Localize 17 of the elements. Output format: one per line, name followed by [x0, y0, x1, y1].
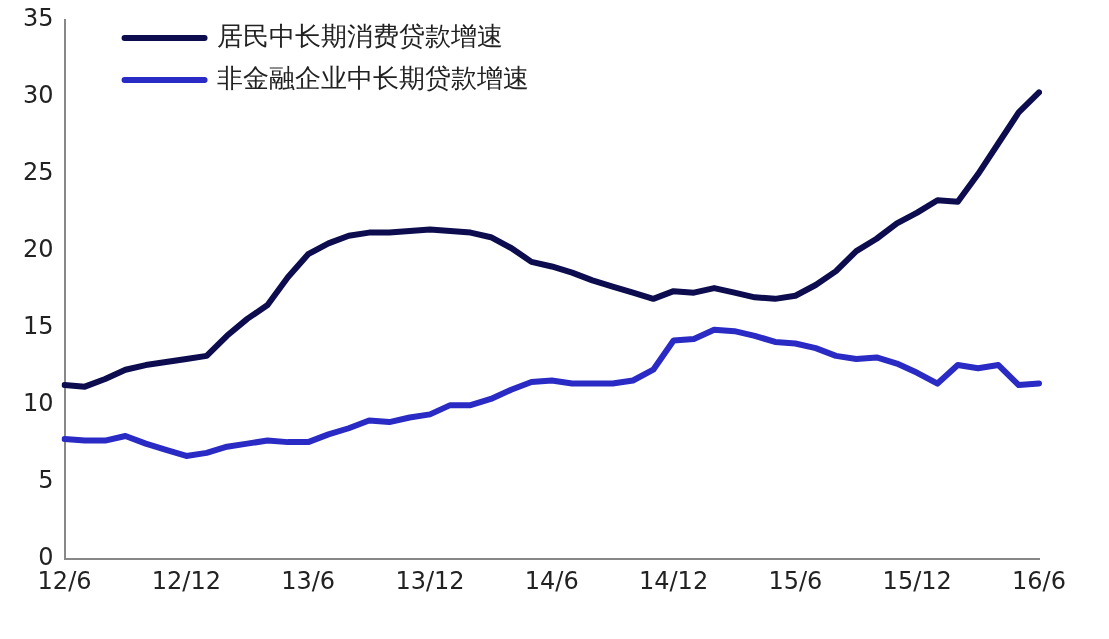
x-tick-label: 13/12	[395, 566, 465, 595]
x-tick-label: 13/6	[281, 566, 336, 595]
x-tick-label: 12/12	[151, 566, 221, 595]
y-tick-label: 10	[22, 389, 54, 418]
x-tick-label: 16/6	[1012, 566, 1066, 595]
legend-label: 居民中长期消费贷款增速	[216, 20, 503, 51]
y-tick-label: 20	[22, 235, 54, 264]
x-tick-label: 14/12	[638, 566, 709, 595]
y-tick-label: 30	[22, 81, 54, 110]
y-tick-label: 5	[38, 466, 54, 495]
y-tick-label: 15	[22, 312, 54, 341]
y-tick-label: 25	[22, 158, 54, 187]
x-tick-label: 15/12	[882, 566, 952, 595]
y-tick-label: 35	[22, 4, 54, 33]
x-tick-label: 14/6	[524, 566, 579, 595]
x-tick-label: 15/6	[768, 566, 823, 595]
legend-label: 非金融企业中长期贷款增速	[216, 62, 529, 93]
